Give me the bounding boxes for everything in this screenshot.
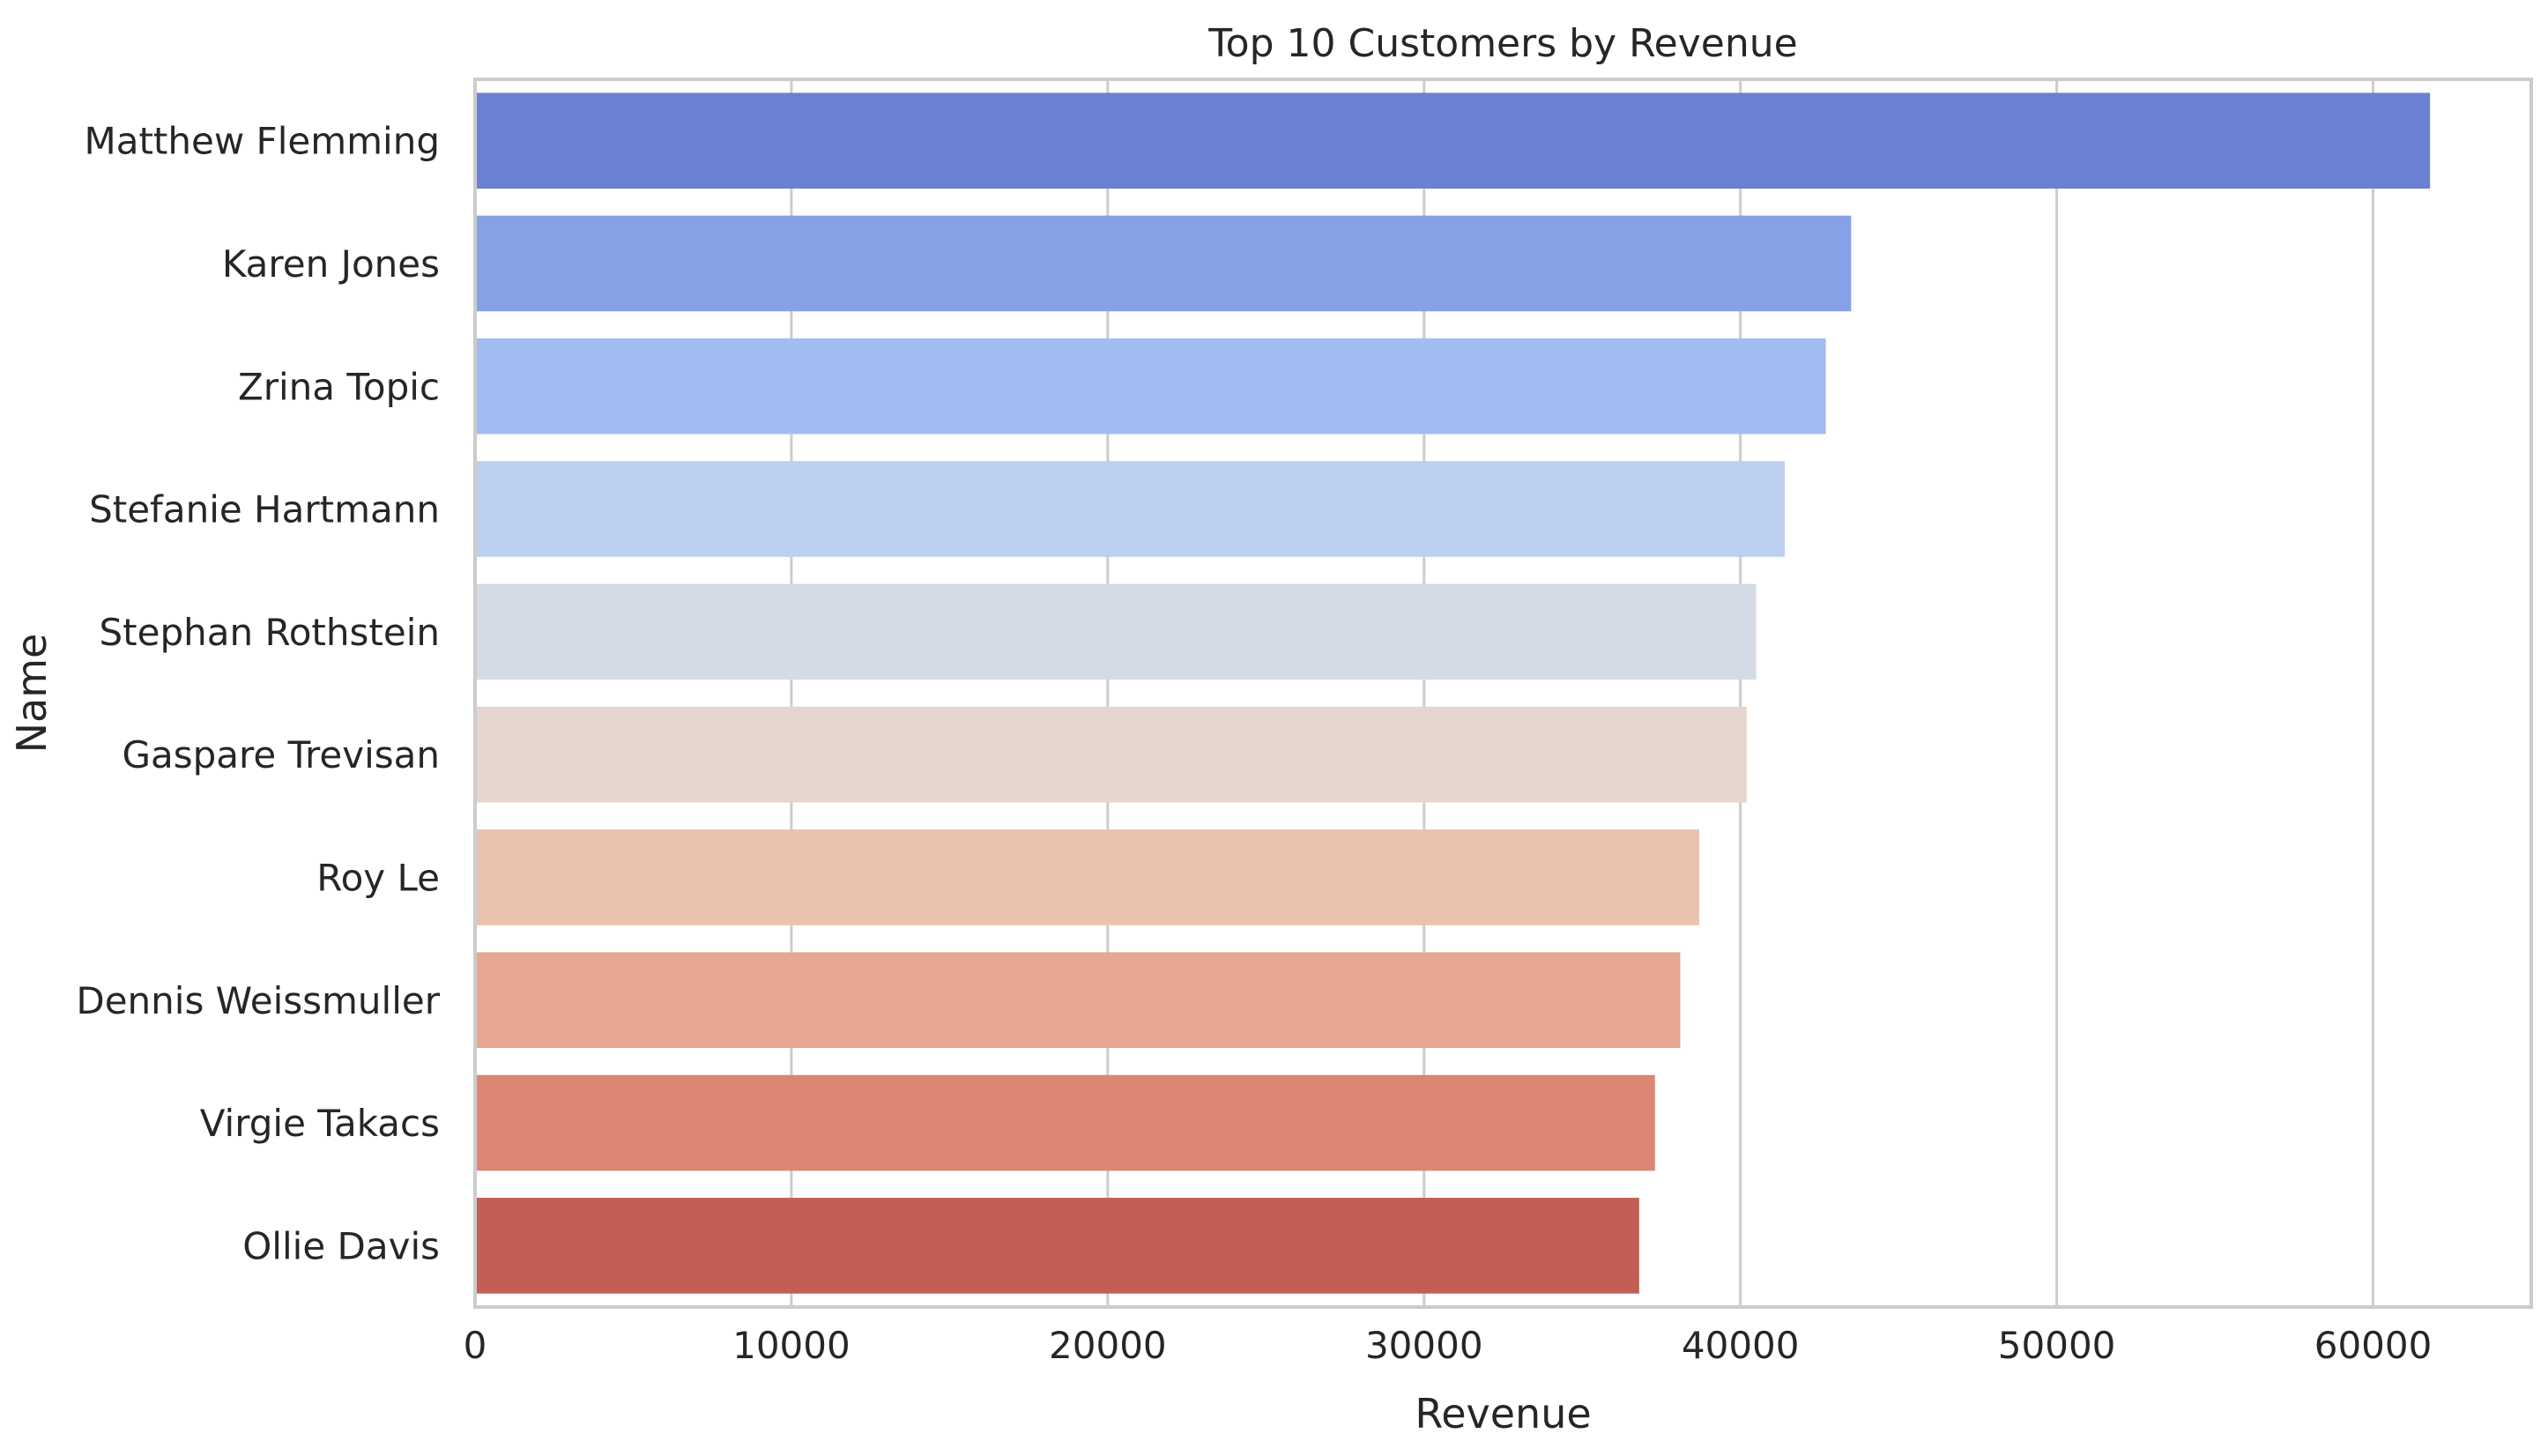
y-tick-label: Karen Jones (222, 242, 440, 286)
x-tick-label: 60000 (2314, 1324, 2433, 1367)
bar-ollie-davis (475, 1198, 1639, 1294)
bar-karen-jones (475, 215, 1852, 312)
bar-dennis-weissmuller (475, 952, 1681, 1049)
y-tick-label: Gaspare Trevisan (122, 733, 440, 776)
y-tick-label: Virgie Takacs (200, 1102, 440, 1145)
x-axis-label: Revenue (1415, 1390, 1591, 1437)
x-tick-label: 40000 (1682, 1324, 1800, 1367)
bars (475, 93, 2431, 1294)
x-tick-label: 0 (464, 1324, 487, 1367)
y-tick-label: Zrina Topic (238, 365, 440, 408)
x-tick-label: 30000 (1365, 1324, 1483, 1367)
bar-gaspare-trevisan (475, 706, 1747, 803)
bar-stefanie-hartmann (475, 461, 1785, 557)
plot-frame (473, 78, 2533, 1309)
x-tick-labels: 0 10000 20000 30000 40000 50000 60000 (464, 1324, 2433, 1367)
bar-roy-le (475, 829, 1700, 925)
bar-matthew-flemming (475, 93, 2431, 189)
y-tick-labels: Matthew Flemming Karen Jones Zrina Topic St… (76, 120, 440, 1268)
y-axis-label: Name (8, 634, 56, 754)
y-tick-label: Matthew Flemming (84, 120, 440, 163)
y-tick-label: Ollie Davis (242, 1224, 440, 1267)
x-tick-label: 10000 (732, 1324, 851, 1367)
x-tick-label: 20000 (1049, 1324, 1167, 1367)
y-tick-label: Dennis Weissmuller (76, 979, 440, 1022)
bar-zrina-topic (475, 338, 1826, 435)
x-tick-label: 50000 (1998, 1324, 2116, 1367)
bar-stephan-rothstein (475, 583, 1757, 680)
chart-title: Top 10 Customers by Revenue (1207, 21, 1797, 66)
y-tick-label: Stephan Rothstein (99, 611, 440, 654)
bar-virgie-takacs (475, 1074, 1655, 1171)
y-tick-label: Stefanie Hartmann (89, 488, 440, 531)
y-tick-label: Roy Le (316, 856, 440, 899)
